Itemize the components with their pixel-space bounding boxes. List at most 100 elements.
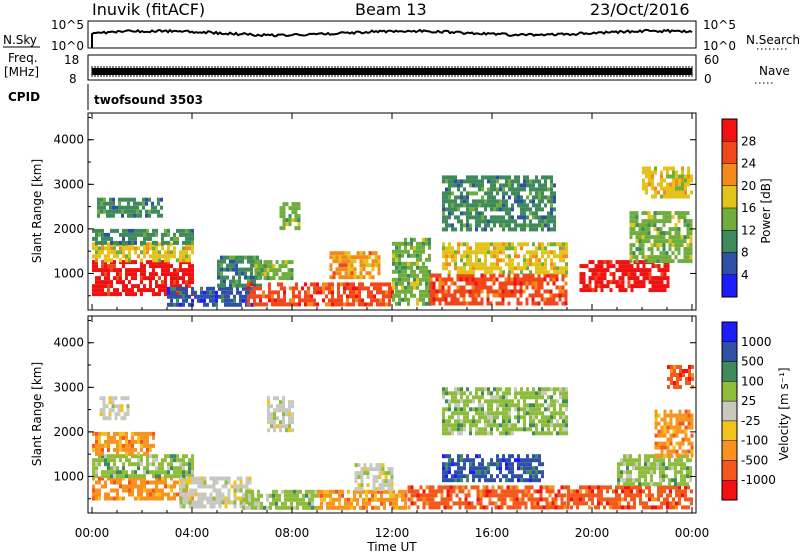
data-cell [678, 497, 681, 502]
data-cell [137, 288, 140, 293]
data-cell [547, 423, 550, 428]
data-cell [134, 470, 137, 475]
data-cell [98, 431, 101, 436]
data-cell [164, 454, 167, 459]
data-cell [690, 489, 693, 494]
data-cell [654, 433, 658, 438]
data-cell [410, 489, 414, 494]
data-cell [226, 267, 229, 272]
data-cell [460, 458, 463, 463]
data-cell [645, 493, 648, 498]
data-cell [140, 250, 143, 255]
data-cell [270, 412, 273, 417]
data-cell [493, 423, 496, 428]
data-cell [523, 187, 526, 192]
data-cell [320, 501, 323, 506]
data-cell [164, 276, 167, 281]
data-cell [487, 387, 490, 392]
data-cell [250, 271, 253, 276]
data-cell [288, 420, 291, 425]
data-cell [638, 478, 641, 483]
data-cell [285, 222, 289, 227]
data-cell [567, 485, 570, 490]
data-cell [438, 273, 442, 278]
data-cell [256, 283, 259, 288]
data-cell [487, 219, 490, 224]
data-cell [668, 259, 672, 264]
data-cell [541, 207, 544, 212]
data-cell [410, 493, 414, 498]
data-cell [357, 475, 361, 480]
data-cell [398, 265, 401, 270]
data-cell [116, 476, 119, 481]
data-cell [520, 466, 523, 471]
data-cell [466, 227, 469, 232]
data-cell [508, 223, 511, 228]
data-cell [119, 292, 122, 297]
data-cell [95, 435, 98, 440]
data-cell [562, 415, 565, 420]
data-cell [155, 466, 158, 471]
data-cell [466, 415, 469, 420]
data-cell [656, 231, 660, 236]
data-cell [659, 231, 663, 236]
data-cell [158, 242, 161, 247]
data-cell [466, 223, 469, 228]
data-cell [466, 399, 469, 404]
data-cell [112, 209, 115, 214]
data-cell [283, 294, 286, 299]
data-cell [290, 260, 294, 265]
data-cell [479, 489, 483, 494]
data-cell [239, 504, 243, 509]
data-cell [357, 483, 361, 488]
data-cell [481, 474, 484, 479]
data-cell [500, 501, 504, 506]
data-cell [638, 231, 642, 236]
data-cell [642, 272, 646, 277]
data-cell [288, 404, 291, 409]
data-cell [515, 489, 519, 494]
data-cell [442, 466, 445, 471]
data-cell [511, 403, 514, 408]
data-cell [182, 298, 185, 303]
data-cell [364, 286, 367, 291]
data-cell [690, 501, 693, 506]
data-cell [206, 286, 209, 291]
data-cell [514, 187, 517, 192]
data-cell [294, 210, 298, 215]
data-cell [377, 271, 381, 276]
data-cell [672, 497, 675, 502]
data-cell [253, 255, 256, 260]
data-cell [538, 179, 541, 184]
data-cell [511, 179, 514, 184]
data-cell [170, 298, 173, 303]
data-cell [588, 493, 591, 498]
data-cell [553, 415, 556, 420]
data-cell [152, 435, 155, 440]
data-cell [504, 293, 508, 298]
data-cell [366, 483, 370, 488]
data-cell [392, 489, 395, 494]
data-cell [538, 387, 541, 392]
data-cell [212, 496, 216, 501]
data-cell [484, 411, 487, 416]
data-cell [118, 201, 121, 206]
data-cell [562, 403, 565, 408]
data-cell [485, 485, 489, 490]
data-cell [550, 431, 553, 436]
data-cell [152, 470, 155, 475]
data-cell [274, 298, 277, 303]
data-cell [107, 246, 110, 251]
data-cell [149, 447, 152, 452]
data-cell [633, 280, 637, 285]
data-cell [121, 213, 124, 218]
data-cell [92, 496, 95, 501]
data-cell [442, 470, 445, 475]
data-cell [197, 294, 200, 299]
data-cell [551, 497, 555, 502]
data-cell [429, 285, 433, 290]
data-cell [185, 246, 188, 251]
data-cell [126, 408, 130, 413]
data-cell [272, 489, 275, 494]
data-cell [627, 268, 631, 273]
